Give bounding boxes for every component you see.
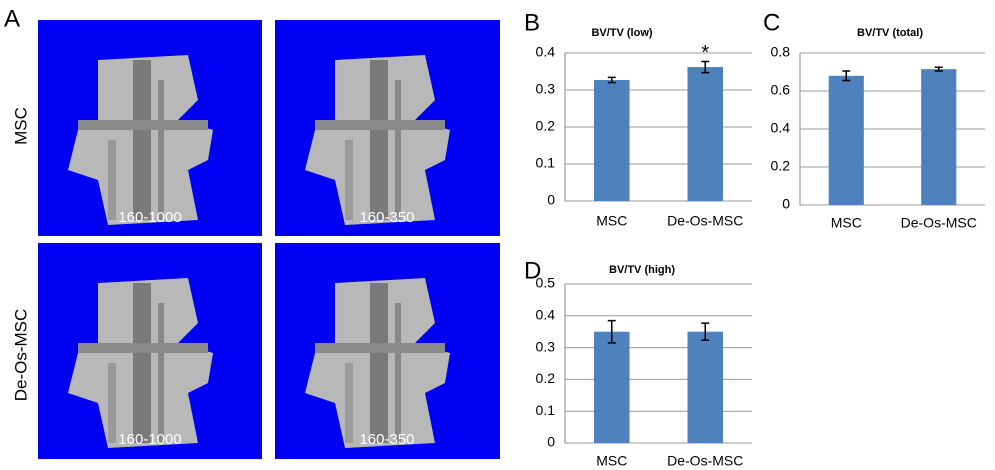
y-tick-label: 0.2 <box>536 118 556 134</box>
bar <box>687 67 723 201</box>
row-label: De-Os-MSC <box>11 309 30 402</box>
figure: A MSC De-Os-MSC 160-1000 160-350 160-100… <box>0 0 995 470</box>
bar <box>829 76 864 205</box>
y-tick-label: 0 <box>782 196 790 212</box>
panel-label: B <box>524 9 540 36</box>
y-tick-label: 0.1 <box>536 155 556 171</box>
bar <box>687 332 723 443</box>
chart-title: BV/TV (low) <box>591 27 652 39</box>
image-caption: 160-350 <box>359 209 414 226</box>
panel-label: A <box>4 5 20 32</box>
y-tick-label: 0 <box>547 434 555 450</box>
x-tick-label: De-Os-MSC <box>901 215 977 231</box>
chart-title: BV/TV (high) <box>609 264 675 276</box>
panel-label: C <box>763 9 780 36</box>
image-caption: 160-1000 <box>118 209 181 226</box>
image-caption: 160-350 <box>359 431 414 448</box>
y-tick-label: 0.6 <box>771 82 791 98</box>
x-tick-label: MSC <box>596 213 627 229</box>
bar <box>921 69 956 205</box>
y-tick-label: 0.1 <box>536 402 556 418</box>
page: A MSC De-Os-MSC 160-1000 160-350 160-100… <box>0 0 995 470</box>
x-tick-label: De-Os-MSC <box>667 213 743 229</box>
y-tick-label: 0.3 <box>536 81 556 97</box>
y-tick-label: 0.8 <box>771 44 791 60</box>
y-tick-label: 0.4 <box>536 307 556 323</box>
y-tick-label: 0.5 <box>536 275 556 291</box>
y-tick-label: 0.2 <box>536 370 556 386</box>
y-tick-label: 0.3 <box>536 338 556 354</box>
x-tick-label: De-Os-MSC <box>667 453 743 469</box>
x-tick-label: MSC <box>831 215 862 231</box>
bar <box>594 332 630 443</box>
y-tick-label: 0.4 <box>771 120 791 136</box>
chart-title: BV/TV (total) <box>857 27 923 39</box>
y-tick-label: 0.4 <box>536 44 556 60</box>
y-tick-label: 0.2 <box>771 158 791 174</box>
bar <box>594 80 630 201</box>
annotation: * <box>701 42 709 64</box>
y-tick-label: 0 <box>547 192 555 208</box>
x-tick-label: MSC <box>596 453 627 469</box>
image-caption: 160-1000 <box>118 431 181 448</box>
row-label: MSC <box>11 107 30 145</box>
